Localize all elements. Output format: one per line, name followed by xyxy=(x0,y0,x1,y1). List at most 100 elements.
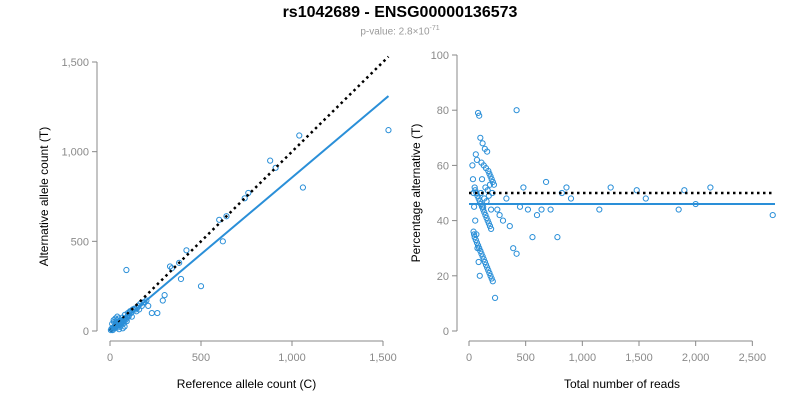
data-point xyxy=(219,238,226,245)
data-point xyxy=(481,258,488,266)
y-tick-label: 80 xyxy=(437,105,449,117)
data-point xyxy=(486,170,493,177)
data-point xyxy=(272,164,279,171)
data-point xyxy=(542,178,550,186)
data-point xyxy=(485,220,492,227)
data-point xyxy=(296,132,303,139)
p-value-text: p-value: 2.8×10 xyxy=(360,26,430,38)
data-point xyxy=(489,278,496,285)
data-point xyxy=(176,259,183,266)
x-axis-label: Reference allele count (C) xyxy=(177,377,316,391)
data-point xyxy=(484,264,491,271)
y-axis-label: Percentage alternative (T) xyxy=(409,124,423,263)
x-tick-label: 500 xyxy=(516,352,534,364)
data-point xyxy=(482,261,490,268)
data-point xyxy=(487,272,494,279)
data-point xyxy=(216,216,223,223)
data-point xyxy=(547,206,554,213)
data-point xyxy=(119,325,126,332)
data-point xyxy=(485,167,492,175)
data-point xyxy=(487,173,494,180)
data-point xyxy=(513,250,520,257)
y-tick-label: 0 xyxy=(443,326,449,338)
data-point xyxy=(166,263,174,270)
data-point xyxy=(145,302,152,309)
data-point xyxy=(491,294,499,301)
data-point xyxy=(478,250,485,257)
data-point xyxy=(484,217,491,224)
data-point xyxy=(476,112,483,119)
data-point xyxy=(538,206,545,213)
data-point xyxy=(114,313,121,320)
y-tick-label: 1,000 xyxy=(61,147,89,159)
data-point xyxy=(469,176,477,183)
x-tick-label: 500 xyxy=(192,352,210,364)
data-point xyxy=(486,223,494,230)
data-point xyxy=(482,211,489,219)
y-tick-label: 60 xyxy=(437,160,449,172)
x-tick-label: 0 xyxy=(107,352,113,364)
data-point xyxy=(485,267,492,274)
y-axis-label: Alternative allele count (T) xyxy=(37,127,51,266)
data-point xyxy=(524,206,532,213)
data-point xyxy=(474,109,482,117)
data-point xyxy=(471,231,478,238)
chart-subtitle: p-value: 2.8×10-71 xyxy=(0,25,800,37)
data-point xyxy=(533,211,541,219)
data-point xyxy=(469,162,476,169)
data-point xyxy=(385,127,392,134)
data-point xyxy=(241,195,248,202)
data-point xyxy=(473,189,480,197)
data-point xyxy=(488,176,495,183)
reference-line xyxy=(109,55,390,332)
x-tick-label: 0 xyxy=(466,352,472,364)
data-point xyxy=(472,151,479,158)
y-tick-label: 500 xyxy=(71,236,89,248)
data-point xyxy=(596,206,603,213)
data-point xyxy=(642,195,649,202)
data-point xyxy=(633,187,640,194)
x-tick-label: 1,000 xyxy=(278,352,306,364)
data-point xyxy=(506,223,513,230)
data-point xyxy=(474,242,482,249)
data-point xyxy=(478,176,486,183)
data-point xyxy=(477,134,484,141)
fit-line xyxy=(109,95,390,332)
data-point xyxy=(223,213,230,220)
data-point xyxy=(488,206,495,213)
data-point xyxy=(476,245,483,252)
x-tick-label: 1,500 xyxy=(369,352,397,364)
y-tick-label: 0 xyxy=(83,326,89,338)
data-point xyxy=(486,269,493,277)
data-point xyxy=(484,148,491,155)
data-point xyxy=(554,234,561,241)
x-tick-label: 2,000 xyxy=(682,352,710,364)
data-point xyxy=(197,283,205,290)
data-point xyxy=(480,256,487,263)
data-point xyxy=(481,209,488,216)
data-point xyxy=(488,225,495,232)
data-point xyxy=(707,184,714,191)
data-point xyxy=(483,214,490,221)
data-point xyxy=(607,184,614,191)
data-point xyxy=(161,292,168,299)
x-tick-label: 2,500 xyxy=(739,352,767,364)
data-point xyxy=(140,299,147,306)
data-point xyxy=(475,258,482,266)
data-point xyxy=(267,157,274,164)
data-point xyxy=(110,317,117,324)
data-point xyxy=(479,140,486,147)
data-point xyxy=(154,309,161,317)
data-point xyxy=(769,211,776,219)
p-value-exponent: -71 xyxy=(429,25,440,32)
data-point xyxy=(488,275,495,282)
data-point xyxy=(520,184,527,191)
chart-title: rs1042689 - ENSG00000136573 xyxy=(282,4,518,21)
x-tick-label: 1,500 xyxy=(625,352,653,364)
data-point xyxy=(513,107,520,114)
data-point xyxy=(116,319,124,327)
data-point xyxy=(474,245,481,252)
data-point xyxy=(148,309,155,317)
data-point xyxy=(299,184,307,191)
